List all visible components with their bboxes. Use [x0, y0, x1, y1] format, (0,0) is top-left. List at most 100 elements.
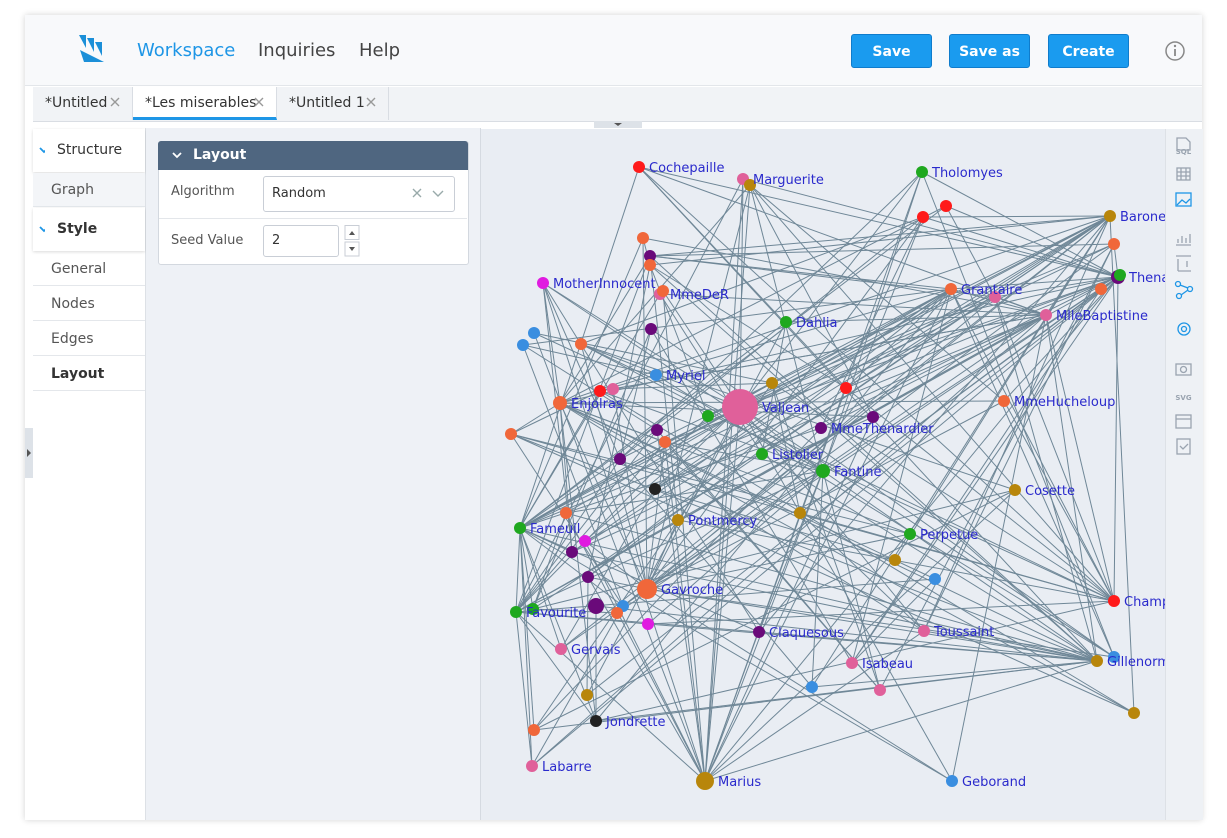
edge [994, 296, 1098, 662]
edge [515, 527, 521, 613]
edge [739, 296, 996, 408]
edge [584, 274, 1121, 542]
edge [649, 215, 1111, 266]
info-icon[interactable] [1164, 40, 1186, 62]
node-label: Thena [1128, 271, 1169, 286]
menu-item[interactable]: Nodes [33, 287, 145, 321]
edge [951, 314, 1047, 782]
edge [638, 166, 1047, 316]
card-header[interactable]: Layout [158, 141, 468, 170]
edge [532, 489, 1016, 610]
edge [559, 255, 651, 404]
edge [845, 215, 1111, 389]
section-header[interactable]: Structure [33, 129, 145, 172]
save-button[interactable]: Save [851, 34, 932, 68]
edge [638, 166, 1119, 278]
edge [811, 215, 1111, 688]
node [1095, 283, 1107, 295]
edge [519, 527, 953, 782]
section-header[interactable]: Style [33, 208, 145, 251]
edge [739, 171, 923, 408]
edge [559, 402, 573, 553]
menu-item[interactable]: Layout [33, 357, 145, 391]
node-label: Labarre [542, 760, 592, 775]
icon-label: SVG [1175, 394, 1191, 402]
node-label: Marius [718, 775, 761, 790]
node [916, 166, 928, 178]
edge [571, 288, 952, 553]
node [672, 514, 684, 526]
edge [515, 255, 651, 613]
save-as-button[interactable]: Save as [949, 34, 1030, 68]
edge [510, 390, 601, 435]
edge [646, 400, 1005, 590]
edge [811, 660, 1098, 688]
edge [851, 288, 952, 664]
menu-item[interactable]: General [33, 252, 145, 286]
node-label: Tholomyes [931, 166, 1003, 181]
node [946, 775, 958, 787]
edge [515, 611, 760, 633]
edge [739, 406, 1115, 658]
edge [649, 255, 996, 298]
edge [647, 623, 1098, 662]
node [989, 291, 1001, 303]
algorithm-select[interactable]: Random [263, 176, 455, 212]
tab-title: *Untitled [45, 95, 108, 111]
edge [522, 344, 624, 607]
node [816, 464, 830, 478]
node [744, 179, 756, 191]
edge [922, 215, 1111, 218]
edge [749, 184, 824, 472]
edge [510, 402, 561, 435]
edge [542, 282, 741, 408]
edge [771, 382, 801, 514]
edge [704, 660, 1098, 782]
edge [921, 171, 1119, 278]
edge [542, 282, 621, 460]
collapse-icon[interactable] [170, 150, 184, 162]
node-label: Toussaint [933, 625, 994, 640]
edge [662, 290, 741, 408]
chevrons [25, 147, 45, 478]
menu-item[interactable]: Graph [33, 173, 145, 207]
tab[interactable]: *Les miserables [133, 87, 277, 120]
nav-link[interactable]: Help [359, 40, 401, 61]
edge [533, 332, 773, 384]
nav-link[interactable]: Inquiries [258, 40, 336, 61]
edge [664, 441, 706, 782]
node [528, 724, 540, 736]
spinner[interactable] [344, 225, 360, 257]
divider [159, 218, 467, 219]
node [1108, 238, 1120, 250]
tab[interactable]: *Untitled 1 [277, 87, 389, 120]
tab[interactable]: *Untitled [33, 87, 133, 120]
edge [533, 427, 822, 731]
edge [749, 184, 874, 418]
nav-link[interactable]: Workspace [137, 40, 236, 61]
node [1091, 655, 1103, 667]
edge [649, 264, 1098, 662]
node [940, 200, 952, 212]
edge [923, 243, 1115, 632]
edge [560, 488, 656, 650]
node [510, 606, 522, 618]
node [611, 607, 623, 619]
node [846, 657, 858, 669]
node [1009, 484, 1021, 496]
edge [571, 416, 874, 553]
logo[interactable] [76, 32, 108, 64]
edge [532, 608, 618, 614]
edge [656, 429, 881, 691]
tab-title: *Les miserables [145, 95, 257, 111]
seed-input[interactable]: 2 [263, 225, 339, 257]
edge [559, 402, 666, 443]
edge [599, 314, 1047, 392]
node [918, 625, 930, 637]
menu-item[interactable]: Edges [33, 322, 145, 356]
edge [646, 533, 911, 590]
edge [580, 343, 1016, 491]
edge [580, 343, 1115, 602]
create-button[interactable]: Create [1048, 34, 1129, 68]
